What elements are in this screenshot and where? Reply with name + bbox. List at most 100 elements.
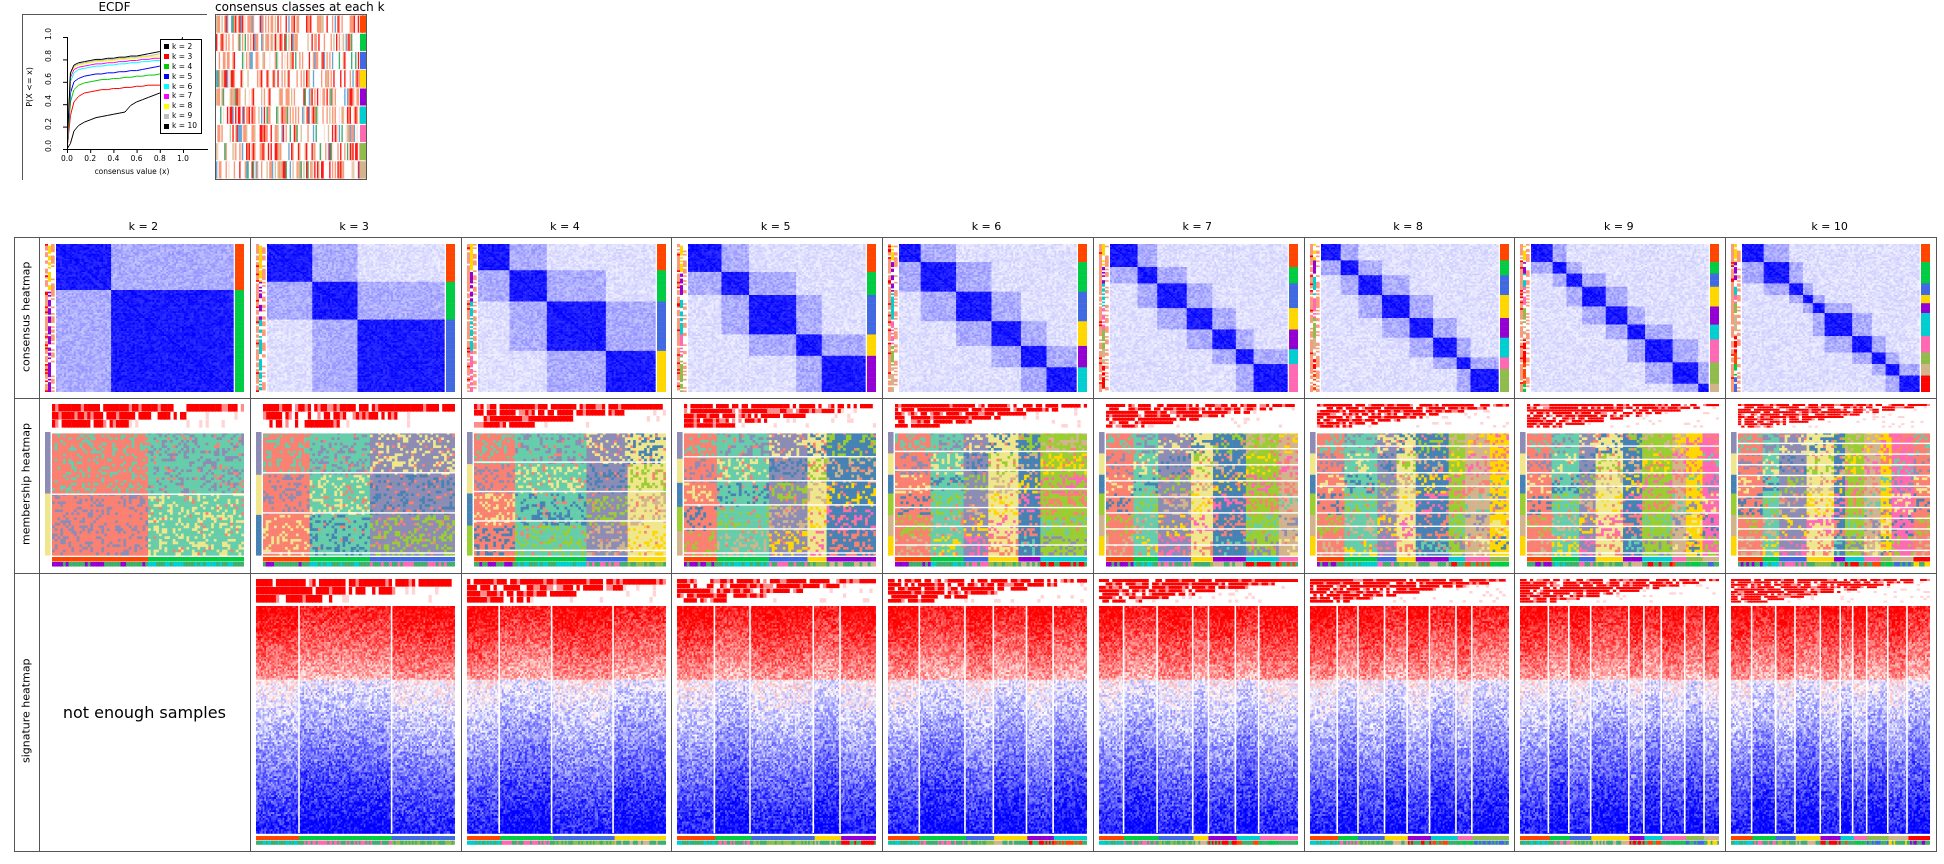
ecdf-y-tick: 0.2 [44, 117, 53, 130]
ecdf-legend-item: k = 7 [164, 91, 197, 101]
ecdf-legend-item: k = 6 [164, 82, 197, 92]
ecdf-legend-label: k = 2 [172, 42, 193, 51]
grid-row-separator [15, 573, 1936, 574]
ecdf-legend-label: k = 9 [172, 111, 193, 121]
grid-column-separator [671, 238, 673, 851]
column-header-label: k = 3 [339, 220, 369, 233]
consensus-heatmap-k7 [1098, 244, 1298, 392]
column-header-k3: k = 3 [249, 220, 460, 233]
column-header-k8: k = 8 [1303, 220, 1514, 233]
consensus-heatmap-k6 [888, 244, 1088, 392]
legend-swatch-icon [164, 64, 170, 70]
consensus-classes-panel-title: consensus classes at each k [215, 0, 385, 14]
consensus-heatmap-k10 [1731, 244, 1931, 392]
signature-heatmap-k8 [1309, 579, 1509, 845]
consensus-heatmap-k8 [1309, 244, 1509, 392]
membership-heatmap-k8 [1309, 404, 1509, 567]
grid-column-separator [460, 238, 462, 851]
signature-heatmap-k7 [1098, 579, 1298, 845]
grid-column-separator [249, 238, 251, 851]
ecdf-x-tick: 0.4 [107, 154, 120, 163]
column-header-label: k = 10 [1811, 220, 1848, 233]
column-header-label: k = 5 [760, 220, 791, 233]
row-label-membership: membership heatmap [14, 397, 38, 572]
membership-heatmap-k10 [1731, 404, 1931, 567]
ecdf-legend-item: k = 3 [164, 52, 197, 62]
ecdf-legend-label: k = 10 [172, 121, 197, 131]
ecdf-legend-item: k = 8 [164, 101, 197, 111]
ecdf-x-tick: 0.6 [130, 154, 143, 163]
consensus-heatmap-k3 [255, 244, 455, 392]
column-header-label: k = 7 [1182, 220, 1213, 233]
legend-swatch-icon [164, 103, 170, 109]
consensus-classes-panel [215, 14, 367, 180]
membership-heatmap-k5 [677, 404, 877, 567]
column-header-k9: k = 9 [1513, 220, 1724, 233]
membership-heatmap-k9 [1520, 404, 1720, 567]
grid-column-separator [1725, 238, 1727, 851]
consensus-classes-canvas [216, 15, 366, 179]
ecdf-x-tick: 0.8 [153, 154, 166, 163]
signature-heatmap-k3 [255, 579, 455, 845]
grid-column-separator [1303, 238, 1305, 851]
ecdf-legend-item: k = 5 [164, 72, 197, 82]
row-label-text: membership heatmap [19, 423, 33, 546]
ecdf-legend-label: k = 8 [172, 101, 193, 111]
membership-heatmap-k2 [45, 404, 244, 567]
row-label-text: consensus heatmap [19, 261, 33, 373]
membership-heatmap-k3 [255, 404, 455, 567]
row-label-signature: signature heatmap [14, 572, 38, 850]
ecdf-legend-label: k = 4 [172, 61, 193, 71]
ecdf-legend-label: k = 6 [172, 81, 193, 91]
membership-heatmap-k6 [888, 404, 1088, 567]
legend-swatch-icon [164, 123, 170, 129]
ecdf-x-axis-label: consensus value (x) [94, 167, 170, 176]
legend-swatch-icon [164, 113, 170, 119]
ecdf-y-tick: 0.4 [44, 95, 53, 108]
ecdf-legend-item: k = 10 [164, 121, 197, 131]
signature-heatmap-k6 [888, 579, 1088, 845]
signature-heatmap-k10 [1731, 579, 1931, 845]
grid-column-separator [39, 238, 40, 851]
column-header-label: k = 9 [1604, 220, 1634, 233]
consensus-heatmap-k5 [677, 244, 877, 392]
ecdf-y-tick: 1.0 [44, 28, 53, 40]
ecdf-legend-label: k = 5 [172, 71, 193, 81]
consensus-heatmap-k4 [466, 244, 666, 392]
grid-column-separator [882, 238, 884, 851]
signature-heatmap-k9 [1520, 579, 1720, 845]
ecdf-x-tick: 1.0 [177, 154, 189, 163]
membership-heatmap-k7 [1098, 404, 1298, 567]
legend-swatch-icon [164, 93, 170, 99]
membership-heatmap-k4 [466, 404, 666, 567]
main-grid: not enough samples [14, 237, 1937, 852]
grid-column-separator [1092, 238, 1094, 851]
ecdf-y-tick: 0.6 [44, 72, 53, 85]
not-enough-samples-message: not enough samples [39, 573, 250, 851]
ecdf-legend-item: k = 2 [164, 42, 197, 52]
ecdf-legend-item: k = 4 [164, 62, 197, 72]
column-header-label: k = 6 [971, 220, 1002, 233]
legend-swatch-icon [164, 84, 170, 89]
column-header-k2: k = 2 [38, 220, 249, 233]
signature-heatmap-k4 [466, 579, 666, 845]
ecdf-y-axis-label: P(X <= x) [25, 67, 34, 107]
column-header-k4: k = 4 [460, 220, 671, 233]
column-header-k10: k = 10 [1724, 220, 1935, 233]
grid-column-separator [1936, 238, 1937, 851]
ecdf-y-tick: 0.0 [44, 140, 53, 152]
ecdf-legend-item: k = 9 [164, 111, 197, 121]
column-header-label: k = 2 [128, 220, 159, 233]
grid-column-separator [1514, 238, 1516, 851]
ecdf-x-tick: 0.2 [84, 154, 97, 163]
legend-swatch-icon [164, 44, 170, 50]
consensus-heatmap-k9 [1520, 244, 1720, 392]
column-header-k5: k = 5 [670, 220, 881, 233]
column-header-k7: k = 7 [1092, 220, 1303, 233]
ecdf-legend-label: k = 7 [172, 91, 193, 101]
legend-swatch-icon [164, 54, 170, 60]
row-label-text: signature heatmap [19, 658, 33, 764]
not-enough-samples-text: not enough samples [62, 702, 226, 722]
legend-swatch-icon [164, 74, 170, 80]
